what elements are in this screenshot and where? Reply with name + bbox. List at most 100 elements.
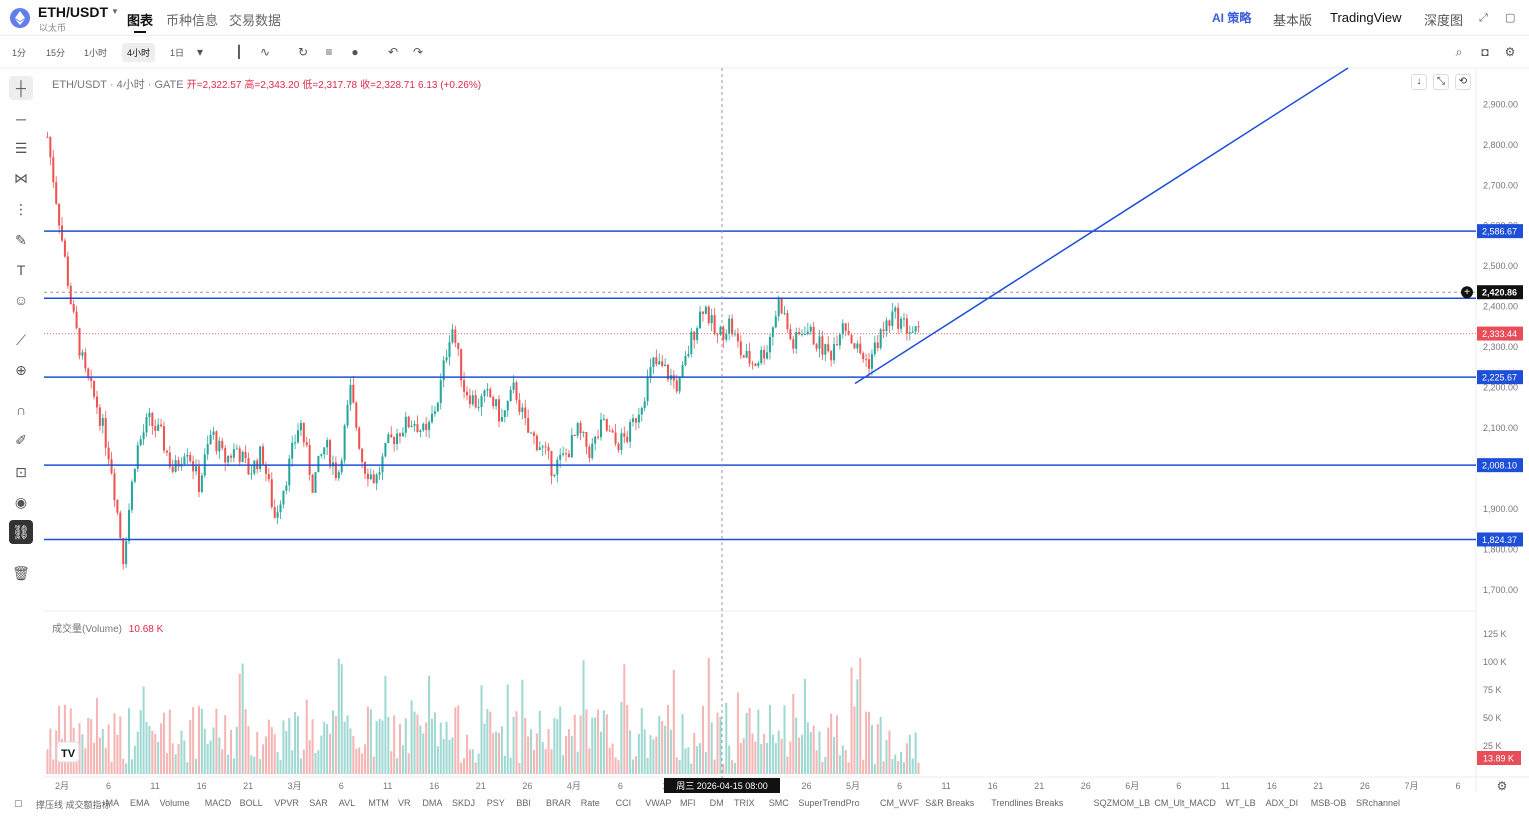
indicator-item[interactable]: VWAP	[645, 798, 672, 808]
pair-dropdown-icon[interactable]: ▼	[111, 7, 119, 16]
tab-trade-data[interactable]: 交易数据	[229, 13, 282, 28]
volume-legend: 成交量(Volume) 10.68 K	[52, 620, 163, 635]
indicator-panel-icon[interactable]: ▢	[14, 798, 23, 808]
camera-icon[interactable]: ◘	[1481, 45, 1489, 59]
candle-body	[235, 448, 238, 450]
alert-icon[interactable]: ●	[351, 45, 359, 59]
candle-body	[754, 363, 757, 366]
fib-tool-icon[interactable]: ⋮	[14, 201, 28, 217]
undo-icon[interactable]: ↶	[387, 45, 399, 59]
timeframe-15m[interactable]: 15分	[46, 48, 66, 58]
volume-bar	[69, 708, 72, 774]
indicator-item[interactable]: 撑压线	[36, 800, 64, 810]
indicator-item[interactable]: VPVR	[274, 798, 299, 808]
volume-bar	[719, 717, 722, 774]
search-icon[interactable]: ⌕	[1455, 45, 1463, 59]
indicator-scroll-right-icon[interactable]: ›	[1380, 798, 1383, 808]
volume-bar	[55, 730, 58, 774]
indicator-item[interactable]: MTM	[368, 798, 389, 808]
template-icon[interactable]: ≡	[325, 45, 333, 59]
timeframe-1d[interactable]: 1日	[170, 48, 185, 58]
reset-chart-icon[interactable]: ⟲	[1455, 74, 1471, 90]
indicator-item[interactable]: Rate	[580, 798, 600, 808]
tab-chart[interactable]: 图表	[127, 13, 154, 28]
volume-bar	[142, 686, 145, 774]
indicator-item[interactable]: TRIX	[734, 798, 755, 808]
indicator-item[interactable]: S&R Breaks	[925, 798, 975, 808]
indicator-item[interactable]: DMA	[422, 798, 443, 808]
indicator-item[interactable]: EMA	[130, 798, 150, 808]
pattern-tool-icon[interactable]: ⋈	[14, 170, 28, 186]
timeframe-1m[interactable]: 1分	[12, 48, 27, 58]
indicator-item[interactable]: PSY	[486, 798, 505, 808]
candle-body	[381, 456, 384, 473]
crosshair-tool-icon[interactable]: ┼	[9, 76, 33, 100]
indicator-item[interactable]: MA	[105, 798, 120, 808]
timeframe-1h[interactable]: 1小时	[84, 48, 108, 58]
candle-body	[725, 333, 728, 340]
unlock-icon[interactable]: ⊡	[15, 464, 27, 480]
indicator-item[interactable]: SMC	[768, 798, 789, 808]
level-price-label: 2,586.67	[1482, 227, 1517, 237]
indicator-item[interactable]: BRAR	[546, 798, 572, 808]
indicator-item[interactable]: BBI	[516, 798, 531, 808]
indicator-item[interactable]: CM_Ult_MACD	[1154, 798, 1216, 808]
indicator-item[interactable]: CCI	[615, 798, 632, 808]
candle-body	[506, 401, 509, 411]
horizontal-lines-tool-icon[interactable]: ☰	[14, 140, 28, 156]
volume-bar	[599, 731, 603, 774]
indicator-item[interactable]: MFI	[680, 798, 696, 808]
basic-view-link[interactable]: 基本版	[1273, 13, 1313, 28]
indicator-item[interactable]: MSB-OB	[1310, 798, 1347, 808]
text-tool-icon[interactable]: T	[16, 262, 26, 278]
candle-type-icon[interactable]: ┃	[235, 45, 243, 59]
replay-icon[interactable]: ↻	[297, 45, 309, 59]
expand-icon[interactable]: ⤢	[1479, 12, 1488, 24]
indicator-item[interactable]: SQZMOM_LB	[1093, 798, 1151, 808]
visibility-eye-icon[interactable]: ◉	[14, 494, 28, 510]
window-icon[interactable]: ▢	[1505, 12, 1516, 24]
settings-gear-icon[interactable]: ⚙	[1504, 45, 1516, 59]
candle-body	[436, 402, 439, 412]
indicator-item[interactable]: BOLL	[239, 798, 263, 808]
trendline-tool-icon[interactable]: ─	[16, 111, 26, 127]
indicators-icon[interactable]: ∿	[259, 45, 271, 59]
lock-drawing-tool-icon[interactable]: ✐	[15, 432, 27, 448]
indicator-item[interactable]: ADX_DI	[1265, 798, 1299, 808]
indicator-item[interactable]: 成交额指标	[65, 800, 111, 810]
indicator-item[interactable]: VR	[398, 798, 411, 808]
timeframe-4h[interactable]: 4小时	[122, 43, 156, 62]
ai-strategy-button[interactable]: AI 策略	[1212, 11, 1252, 25]
indicator-item[interactable]: MACD	[204, 798, 232, 808]
indicator-item[interactable]: CM_WVF	[880, 798, 919, 808]
magnet-tool-icon[interactable]: ∩	[15, 402, 27, 418]
indicator-item[interactable]: SuperTrendPro	[798, 798, 860, 808]
volume-bar	[381, 720, 384, 774]
indicator-item[interactable]: DM	[709, 798, 724, 808]
depth-chart-link[interactable]: 深度图	[1424, 13, 1464, 28]
fullscreen-icon[interactable]: ⤡	[1433, 74, 1449, 90]
indicator-item[interactable]: AVL	[338, 798, 356, 808]
indicator-item[interactable]: SRchannel	[1356, 798, 1401, 808]
indicator-item[interactable]: WT_LB	[1225, 798, 1256, 808]
volume-bar	[792, 694, 795, 774]
ruler-tool-icon[interactable]: ⟋	[16, 332, 26, 348]
zoom-tool-icon[interactable]: ⊕	[15, 362, 27, 378]
indicator-item[interactable]: SAR	[309, 798, 328, 808]
redo-icon[interactable]: ↷	[412, 45, 424, 59]
emoji-tool-icon[interactable]: ☺	[13, 292, 29, 308]
indicator-item[interactable]: Volume	[159, 798, 190, 808]
scroll-latest-icon[interactable]: ↓	[1411, 74, 1427, 90]
candle-body	[503, 410, 506, 417]
pair-title[interactable]: ETH/USDT	[38, 4, 108, 20]
link-icon[interactable]: ⛓	[9, 520, 33, 544]
trash-icon[interactable]: 🗑	[12, 565, 30, 581]
volume-bar	[224, 715, 227, 774]
tab-coin-info[interactable]: 币种信息	[166, 13, 219, 28]
indicator-item[interactable]: Trendlines Breaks	[991, 798, 1064, 808]
tradingview-link[interactable]: TradingView	[1330, 10, 1402, 25]
indicator-item[interactable]: SKDJ	[452, 798, 476, 808]
timeframe-dropdown-icon[interactable]: ▾	[196, 45, 204, 59]
brush-tool-icon[interactable]: ✎	[15, 232, 27, 248]
